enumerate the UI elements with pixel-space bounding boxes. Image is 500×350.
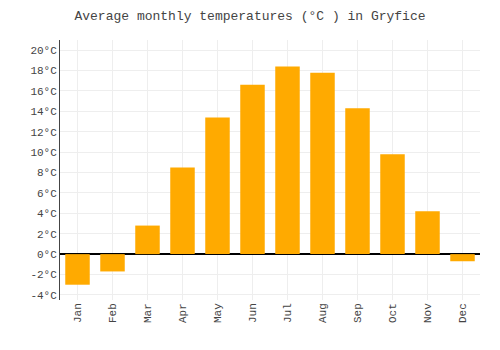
svg-text:4°C: 4°C <box>37 208 57 220</box>
svg-text:10°C: 10°C <box>30 147 57 159</box>
svg-text:20°C: 20°C <box>30 45 57 57</box>
svg-text:14°C: 14°C <box>30 106 57 118</box>
svg-text:6°C: 6°C <box>37 188 57 200</box>
svg-text:Jul: Jul <box>282 303 294 323</box>
svg-text:2°C: 2°C <box>37 229 57 241</box>
svg-text:16°C: 16°C <box>30 86 57 98</box>
svg-text:0°C: 0°C <box>37 249 57 261</box>
svg-text:Jun: Jun <box>247 303 259 323</box>
svg-text:May: May <box>212 303 224 323</box>
svg-text:Nov: Nov <box>422 303 434 323</box>
svg-text:18°C: 18°C <box>30 65 57 77</box>
svg-text:8°C: 8°C <box>37 167 57 179</box>
svg-text:Oct: Oct <box>387 303 399 323</box>
svg-text:Apr: Apr <box>177 303 189 323</box>
svg-text:Jan: Jan <box>72 303 84 323</box>
svg-text:Mar: Mar <box>142 303 154 323</box>
svg-text:Feb: Feb <box>107 303 119 323</box>
svg-text:-4°C: -4°C <box>30 290 57 302</box>
svg-text:Average monthly temperatures (: Average monthly temperatures (°C ) in Gr… <box>74 9 425 24</box>
svg-text:12°C: 12°C <box>30 127 57 139</box>
svg-text:Sep: Sep <box>352 303 364 323</box>
svg-text:Dec: Dec <box>457 303 469 323</box>
svg-text:-2°C: -2°C <box>30 269 57 281</box>
svg-text:Aug: Aug <box>317 303 329 323</box>
